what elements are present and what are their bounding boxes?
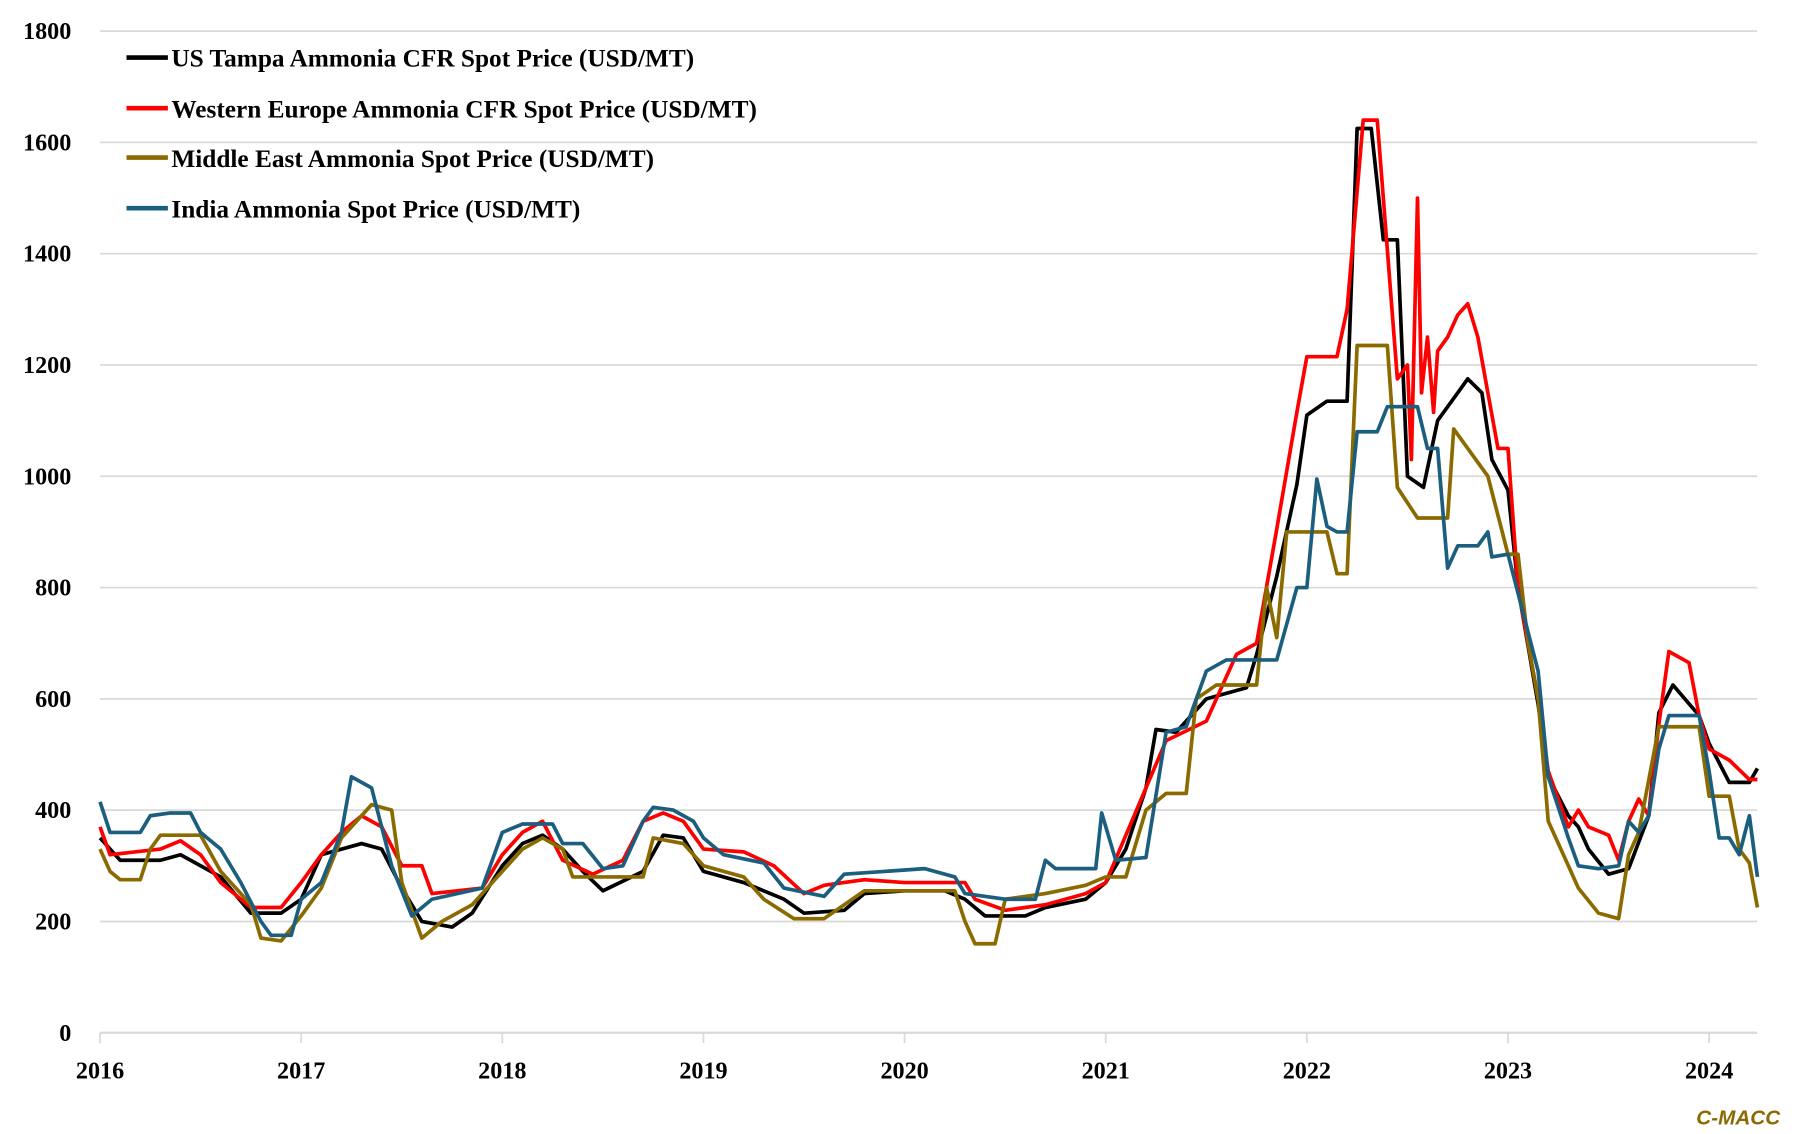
x-axis: 2016 2017 2018 2019 2020 2021 2022 2023 2024 [76, 1032, 1733, 1085]
series-line-us-tampa [98, 126, 1760, 929]
series-line-india [98, 404, 1760, 938]
legend-label-middle-east: Middle East Ammonia Spot Price (USD/MT) [171, 145, 654, 173]
y-tick-label: 400 [35, 797, 71, 824]
y-tick-label: 1600 [23, 129, 71, 156]
y-tick-label: 200 [35, 909, 71, 936]
legend-label-india: India Ammonia Spot Price (USD/MT) [171, 195, 580, 223]
x-tick-label: 2017 [277, 1058, 325, 1085]
x-tick-label: 2024 [1685, 1058, 1733, 1085]
series-lines [98, 118, 1760, 946]
watermark-c-macc: C-MACC [1696, 1107, 1781, 1130]
x-tick-label: 2021 [1082, 1058, 1130, 1085]
y-tick-label: 1000 [23, 463, 71, 490]
y-tick-label: 0 [59, 1020, 71, 1047]
x-tick-label: 2020 [880, 1058, 928, 1085]
y-axis: 0 200 400 600 800 1000 1200 1400 1600 1800 [23, 18, 71, 1047]
x-tick-label: 2022 [1283, 1058, 1331, 1085]
y-tick-label: 1200 [23, 352, 71, 379]
x-tick-label: 2016 [76, 1058, 124, 1085]
y-tick-label: 600 [35, 686, 71, 713]
legend-label-western-europe: Western Europe Ammonia CFR Spot Price (U… [171, 95, 757, 123]
x-tick-label: 2023 [1484, 1058, 1532, 1085]
series-line-middle-east [98, 343, 1760, 946]
legend: US Tampa Ammonia CFR Spot Price (USD/MT)… [126, 45, 757, 223]
legend-label-us-tampa: US Tampa Ammonia CFR Spot Price (USD/MT) [171, 45, 694, 73]
y-tick-label: 1400 [23, 241, 71, 268]
x-tick-label: 2019 [679, 1058, 727, 1085]
x-tick-label: 2018 [478, 1058, 526, 1085]
y-tick-label: 1800 [23, 18, 71, 45]
series-line-western-europe [98, 118, 1758, 913]
y-tick-label: 800 [35, 575, 71, 602]
